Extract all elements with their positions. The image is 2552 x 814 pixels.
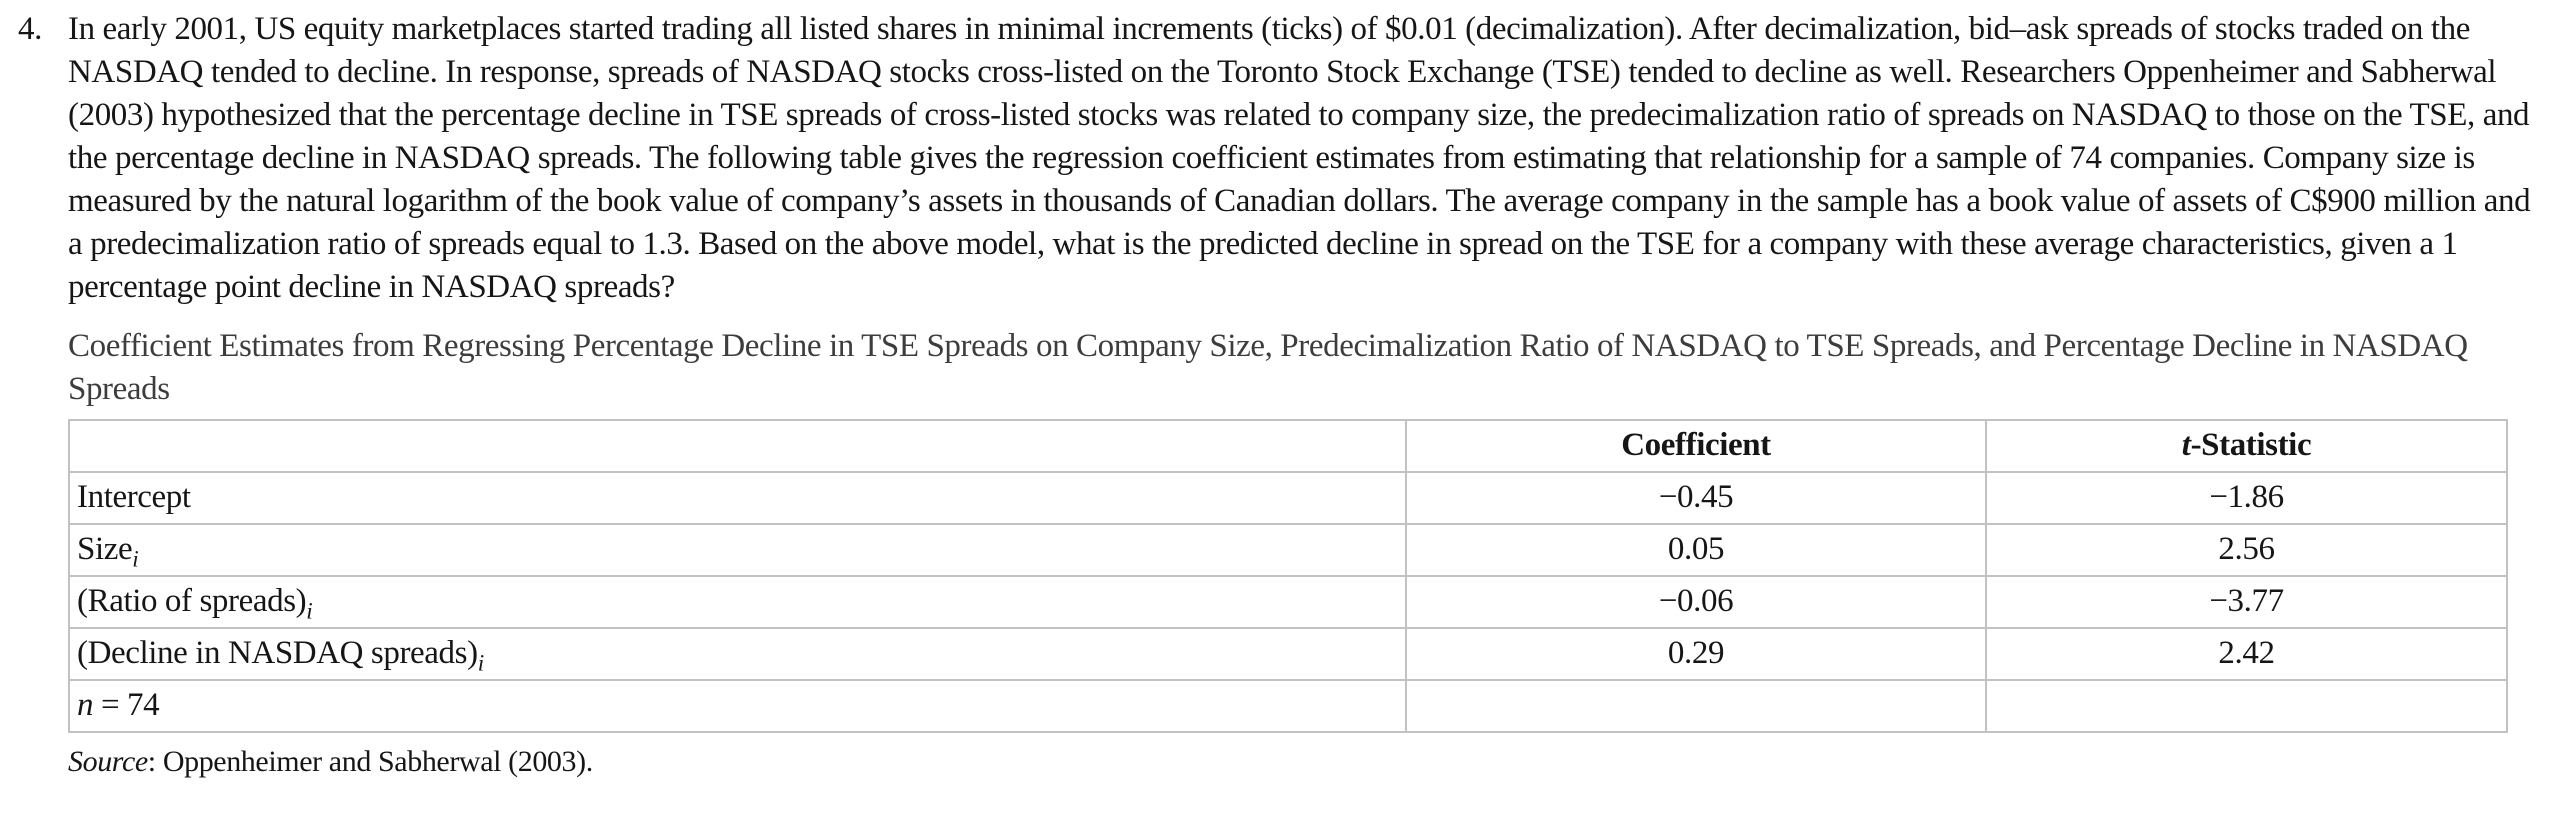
coefficient-cell bbox=[1405, 679, 1987, 733]
table-header-row: Coefficient t-Statistic bbox=[68, 419, 2508, 473]
table-row-decline-in-nasdaq-spreads: (Decline in NASDAQ spreads)i 0.29 2.42 bbox=[68, 627, 2508, 681]
row-label-subscript: i bbox=[306, 597, 313, 624]
row-label-subscript: i bbox=[477, 649, 485, 676]
table-caption: Coefficient Estimates from Regressing Pe… bbox=[68, 328, 2468, 407]
coefficient-cell: −0.06 bbox=[1405, 575, 1987, 629]
source-label: Source bbox=[68, 745, 148, 778]
table-row-intercept: Intercept −0.45 −1.86 bbox=[68, 471, 2508, 525]
coefficient-cell: 0.29 bbox=[1405, 627, 1987, 681]
question-block: 4. In early 2001, US equity marketplaces… bbox=[18, 8, 2536, 781]
row-label: (Decline in NASDAQ spreads) bbox=[77, 635, 478, 671]
table-row-ratio-of-spreads: (Ratio of spreads)i −0.06 −3.77 bbox=[68, 575, 2508, 629]
source-note: Source: Oppenheimer and Sabherwal (2003)… bbox=[68, 743, 2536, 781]
t-statistic-cell bbox=[1985, 679, 2508, 733]
row-label-cell: Sizei bbox=[68, 523, 1407, 577]
row-label: Size bbox=[77, 531, 133, 567]
header-empty-cell bbox=[68, 419, 1407, 473]
row-label: (Ratio of spreads) bbox=[77, 583, 307, 619]
question-number: 4. bbox=[18, 11, 42, 47]
table-row-sample-size: n = 74 bbox=[68, 679, 2508, 733]
header-coefficient: Coefficient bbox=[1405, 419, 1987, 473]
question-text: In early 2001, US equity marketplaces st… bbox=[68, 11, 2531, 305]
row-label-cell: (Ratio of spreads)i bbox=[68, 575, 1407, 629]
row-label: Intercept bbox=[77, 479, 191, 515]
t-statistic-italic-t: t bbox=[2181, 427, 2191, 463]
row-label-subscript: i bbox=[132, 545, 139, 572]
t-statistic-cell: 2.42 bbox=[1985, 627, 2508, 681]
t-statistic-cell: −3.77 bbox=[1985, 575, 2508, 629]
regression-table: Coefficient t-Statistic Intercept −0.45 … bbox=[68, 419, 2508, 733]
sample-size-value: = 74 bbox=[93, 687, 160, 723]
source-text: : Oppenheimer and Sabherwal (2003). bbox=[147, 745, 593, 778]
t-statistic-suffix: -Statistic bbox=[2190, 427, 2312, 463]
sample-size-n: n bbox=[77, 687, 94, 723]
row-label-cell: Intercept bbox=[68, 471, 1407, 525]
question-body: In early 2001, US equity marketplaces st… bbox=[68, 8, 2536, 781]
header-t-statistic: t-Statistic bbox=[1985, 419, 2508, 473]
t-statistic-cell: 2.56 bbox=[1985, 523, 2508, 577]
coefficient-cell: −0.45 bbox=[1405, 471, 1987, 525]
table-row-size: Sizei 0.05 2.56 bbox=[68, 523, 2508, 577]
row-label-cell: (Decline in NASDAQ spreads)i bbox=[68, 627, 1407, 681]
t-statistic-cell: −1.86 bbox=[1985, 471, 2508, 525]
row-label-cell: n = 74 bbox=[68, 679, 1407, 733]
coefficient-cell: 0.05 bbox=[1405, 523, 1987, 577]
